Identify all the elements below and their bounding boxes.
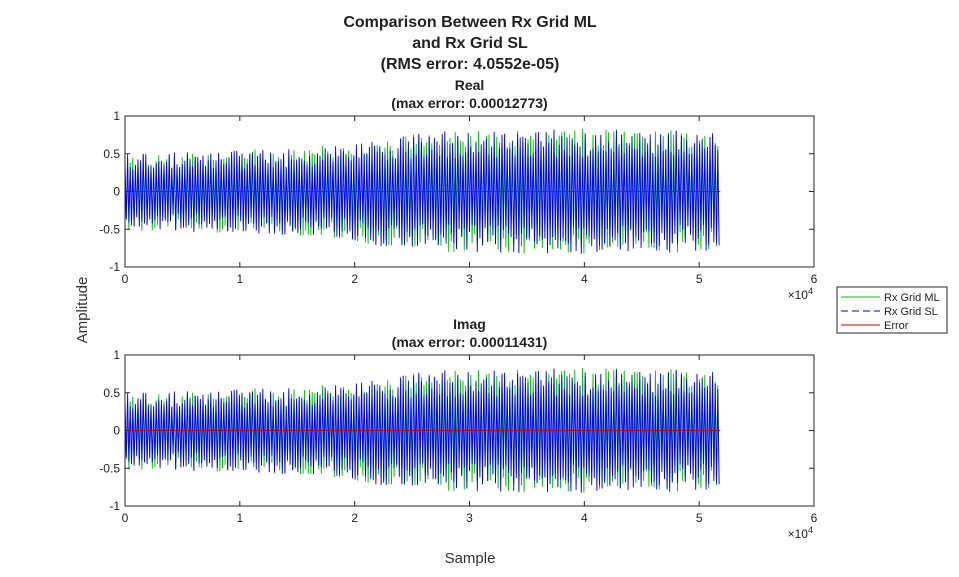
y-axis-label: Amplitude [74,277,91,344]
x-tick-label: 3 [466,511,473,525]
x-tick-label: 5 [696,511,703,525]
subplot-title: Real [455,77,485,93]
x-tick-label: 6 [811,511,818,525]
y-tick-label: 0.5 [103,147,120,161]
x-axis-label: Sample [445,550,496,567]
y-tick-label: -0.5 [99,461,120,475]
figure-title-line-1: Comparison Between Rx Grid ML [343,14,597,31]
x-exponent-label: ×104 [788,525,813,541]
plot-area [125,129,721,254]
x-tick-label: 0 [122,272,129,286]
x-tick-label: 0 [122,511,129,525]
x-tick-label: 1 [236,511,243,525]
x-tick-label: 6 [811,272,818,286]
figure-title-line-3: (RMS error: 4.0552e-05) [381,56,560,73]
subplot-subtitle: (max error: 0.00012773) [391,95,547,111]
series-rx-grid-sl [125,129,720,254]
legend-label: Rx Grid ML [884,292,940,304]
x-tick-label: 3 [466,272,473,286]
series-rx-grid-sl [125,368,720,493]
y-tick-label: 1 [113,348,120,362]
y-tick-label: -0.5 [99,222,120,236]
legend-label: Rx Grid SL [884,306,938,318]
y-tick-label: 1 [113,109,120,123]
x-tick-label: 4 [581,511,588,525]
y-tick-label: -1 [109,260,120,274]
figure-title-line-2: and Rx Grid SL [412,35,528,52]
x-tick-label: 2 [351,272,358,286]
plot-area [125,368,721,493]
x-tick-label: 1 [236,272,243,286]
y-tick-label: 0.5 [103,386,120,400]
x-tick-label: 4 [581,272,588,286]
legend: Rx Grid ML Rx Grid SL Error [836,286,948,334]
subplot-subtitle: (max error: 0.00011431) [392,334,548,350]
y-tick-label: 0 [113,185,120,199]
x-exponent-label: ×104 [788,286,813,302]
subplot-imag: Imag(max error: 0.00011431)0 1 2 3 4 5 610.50-… [99,316,817,541]
x-tick-label: 5 [696,272,703,286]
figure-title: Comparison Between Rx Grid ML and Rx Gri… [343,14,597,73]
y-tick-label: -1 [109,499,120,513]
x-tick-label: 2 [351,511,358,525]
subplot-real: Real(max error: 0.00012773)0 1 2 3 4 5 610.50-… [99,77,817,302]
subplot-title: Imag [453,316,486,332]
y-tick-label: 0 [113,424,120,438]
legend-label: Error [884,320,909,332]
